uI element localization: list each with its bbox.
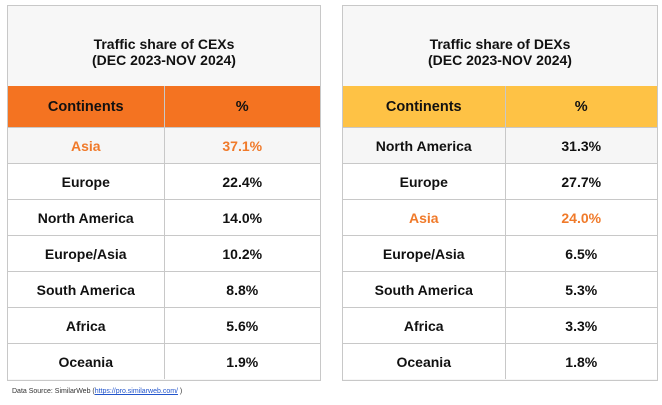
dex-table-row: North America 31.3% (343, 127, 657, 164)
cex-percent-cell: 37.1% (164, 127, 320, 164)
cex-percent-cell: 5.6% (164, 307, 320, 344)
cex-continent-cell: Oceania (8, 343, 165, 379)
dex-percent-cell: 24.0% (505, 199, 657, 236)
dex-table-row: Africa 3.3% (343, 307, 657, 344)
data-source-prefix: Data Source: SimilarWeb ( (12, 388, 95, 395)
dex-header-row: Continents % (343, 86, 657, 128)
dex-percent-cell: 6.5% (505, 235, 657, 272)
dex-table-title: Traffic share of DEXs (DEC 2023-NOV 2024… (343, 6, 657, 86)
data-source-link[interactable]: https://pro.similarweb.com/ (94, 388, 178, 395)
cex-percent-cell: 10.2% (164, 235, 320, 272)
cex-continent-cell: Asia (8, 127, 165, 164)
dex-table: Continents % North America 31.3% Europe 27.… (343, 86, 657, 379)
data-source-suffix: ) (177, 388, 183, 395)
cex-table-title: Traffic share of CEXs (DEC 2023-NOV 2024… (8, 6, 320, 86)
cex-table-row: Oceania 1.9% (8, 343, 320, 379)
cex-table-row: Europe 22.4% (8, 163, 320, 200)
cex-header-percent: % (164, 86, 320, 128)
cex-header-row: Continents % (8, 86, 320, 128)
cex-continent-cell: Africa (8, 307, 165, 344)
cex-table-row: North America 14.0% (8, 199, 320, 236)
dex-continent-cell: Oceania (343, 343, 506, 379)
cex-continent-cell: Europe (8, 163, 165, 200)
cex-table: Continents % Asia 37.1% Europe 22.4% North A… (8, 86, 320, 379)
cex-title-line1: Traffic share of CEXs (93, 36, 235, 52)
dex-continent-cell: Europe/Asia (343, 235, 506, 272)
dex-continent-cell: South America (343, 271, 506, 308)
cex-continent-cell: South America (8, 271, 165, 308)
dex-percent-cell: 1.8% (505, 343, 657, 379)
dex-percent-cell: 31.3% (505, 127, 657, 164)
data-source-note: Data Source: SimilarWeb (https://pro.sim… (12, 388, 182, 395)
cex-percent-cell: 22.4% (164, 163, 320, 200)
dex-table-row: Asia 24.0% (343, 199, 657, 236)
cex-table-row: Asia 37.1% (8, 127, 320, 164)
cex-percent-cell: 14.0% (164, 199, 320, 236)
cex-table-row: Africa 5.6% (8, 307, 320, 344)
dex-table-row: Europe 27.7% (343, 163, 657, 200)
dex-percent-cell: 5.3% (505, 271, 657, 308)
cex-percent-cell: 1.9% (164, 343, 320, 379)
cex-header-continents: Continents (8, 86, 165, 128)
cex-continent-cell: Europe/Asia (8, 235, 165, 272)
dex-header-continents: Continents (343, 86, 506, 128)
cex-traffic-panel: Traffic share of CEXs (DEC 2023-NOV 2024… (7, 5, 321, 381)
cex-title-line2: (DEC 2023-NOV 2024) (92, 52, 236, 68)
dex-table-row: Oceania 1.8% (343, 343, 657, 379)
dex-percent-cell: 3.3% (505, 307, 657, 344)
dex-continent-cell: Asia (343, 199, 506, 236)
cex-continent-cell: North America (8, 199, 165, 236)
dex-continent-cell: Africa (343, 307, 506, 344)
dex-table-row: South America 5.3% (343, 271, 657, 308)
dex-table-row: Europe/Asia 6.5% (343, 235, 657, 272)
dex-percent-cell: 27.7% (505, 163, 657, 200)
cex-table-row: Europe/Asia 10.2% (8, 235, 320, 272)
cex-percent-cell: 8.8% (164, 271, 320, 308)
dex-header-percent: % (505, 86, 657, 128)
dex-traffic-panel: Traffic share of DEXs (DEC 2023-NOV 2024… (342, 5, 658, 381)
dex-continent-cell: Europe (343, 163, 506, 200)
cex-table-row: South America 8.8% (8, 271, 320, 308)
dex-title-line1: Traffic share of DEXs (429, 36, 571, 52)
dex-title-line2: (DEC 2023-NOV 2024) (428, 52, 572, 68)
dex-continent-cell: North America (343, 127, 506, 164)
